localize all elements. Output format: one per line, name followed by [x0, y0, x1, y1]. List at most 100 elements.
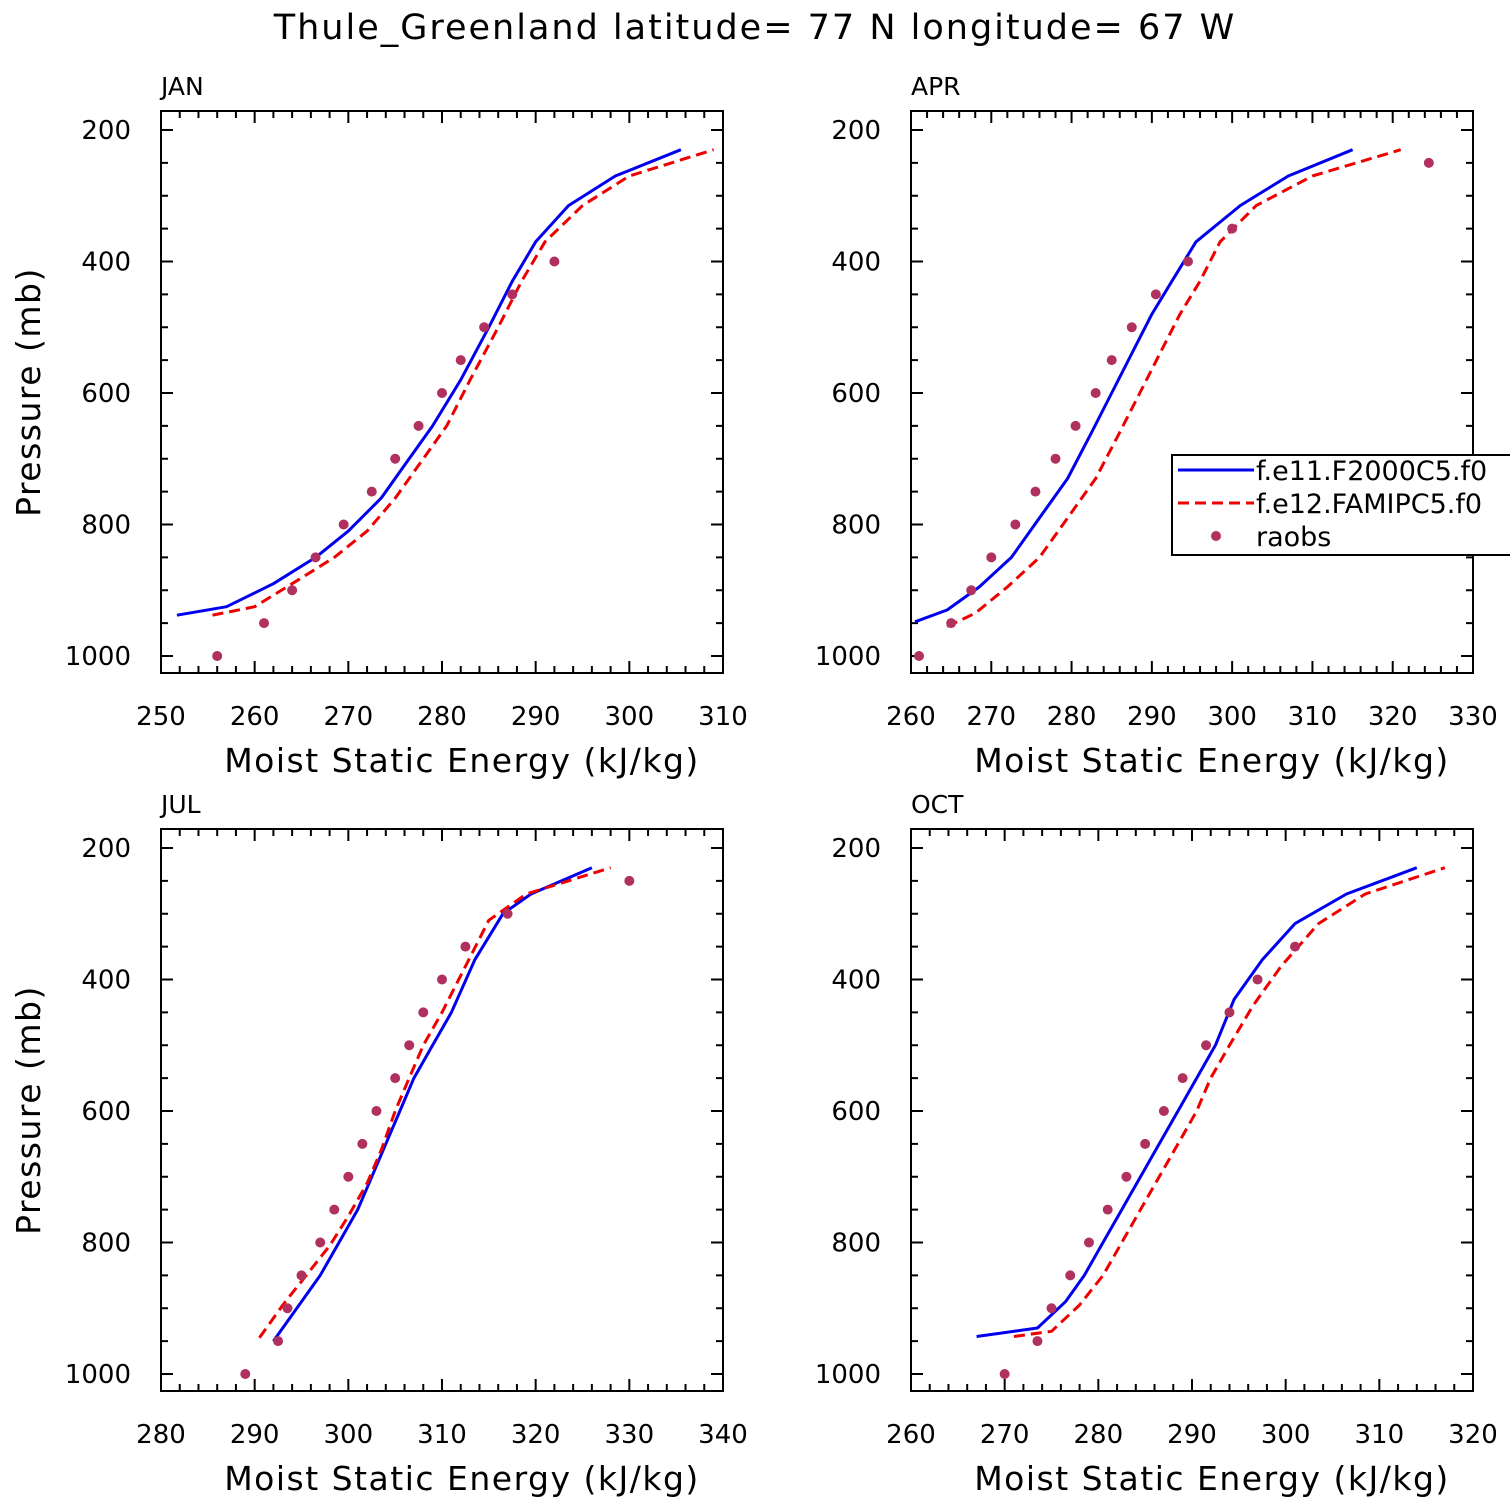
raobs-point — [357, 1138, 368, 1149]
x-tick-label: 250 — [136, 702, 186, 732]
legend-box — [1171, 454, 1510, 556]
raobs-point — [310, 552, 321, 563]
series-group — [976, 866, 1446, 1379]
raobs-point — [479, 322, 490, 333]
x-tick-label: 320 — [511, 1420, 561, 1450]
x-tick-label: 310 — [698, 702, 748, 732]
raobs-point — [287, 585, 298, 596]
raobs-point — [371, 1106, 382, 1116]
raobs-point — [1121, 1171, 1132, 1182]
raobs-point — [259, 618, 270, 629]
raobs-point — [1140, 1138, 1151, 1149]
x-tick-label: 260 — [886, 702, 936, 732]
raobs-point — [1150, 289, 1161, 300]
series-line-famip — [1013, 866, 1446, 1338]
y-tick-label: 200 — [831, 834, 881, 864]
raobs-point — [273, 1336, 284, 1347]
panel-oct: OCT 260 270 280 290 300 310 320 200 400 600 800 1000… — [815, 790, 1498, 1498]
x-tick-label: 300 — [324, 1420, 374, 1450]
raobs-point — [460, 941, 471, 952]
y-tick-label: 1000 — [815, 1360, 881, 1390]
raobs-point — [404, 1040, 415, 1051]
x-tick-label: 290 — [511, 702, 561, 732]
raobs-point — [296, 1270, 307, 1281]
raobs-point — [1032, 1336, 1043, 1347]
x-tick-label: 310 — [1288, 702, 1338, 732]
y-axis-label: Pressure (mb) — [9, 985, 48, 1235]
x-axis-label: Moist Static Energy (kJ/kg) — [224, 741, 700, 780]
raobs-point — [1090, 388, 1101, 398]
x-tick-label: 280 — [136, 1420, 186, 1450]
series-line-f2000 — [272, 866, 593, 1342]
y-tick-label: 600 — [81, 379, 131, 409]
y-tick-label: 1000 — [65, 642, 131, 672]
raobs-point — [418, 1007, 429, 1018]
x-tick-label: 330 — [605, 1420, 655, 1450]
panel-label: JUL — [159, 790, 201, 819]
raobs-point — [282, 1303, 293, 1314]
y-tick-label: 600 — [81, 1097, 131, 1127]
panel-jul: JUL 280 290 300 310 320 330 340 200 400 600 800 1000… — [9, 790, 748, 1498]
raobs-point — [1227, 223, 1238, 234]
raobs-point — [413, 420, 424, 431]
plot-frame — [160, 828, 724, 1392]
raobs-point — [1290, 941, 1301, 952]
raobs-point — [986, 552, 997, 563]
legend-label: f.e12.FAMIPC5.f0 — [1256, 489, 1482, 520]
raobs-point — [240, 1369, 251, 1379]
raobs-point — [507, 289, 518, 300]
x-tick-label: 260 — [230, 702, 280, 732]
x-tick-label: 310 — [417, 1420, 467, 1450]
series-line-famip — [946, 148, 1402, 628]
raobs-point — [212, 651, 223, 661]
series-line-f2000 — [176, 148, 682, 617]
y-tick-label: 800 — [831, 511, 881, 541]
y-tick-label: 800 — [831, 1229, 881, 1259]
y-tick-label: 1000 — [65, 1360, 131, 1390]
raobs-point — [315, 1237, 326, 1248]
raobs-point — [1182, 256, 1193, 267]
page-title: Thule_Greenland latitude= 77 N longitude… — [273, 8, 1237, 48]
panel-label: JAN — [159, 72, 204, 101]
series-group — [240, 866, 635, 1379]
raobs-point — [999, 1369, 1010, 1379]
x-tick-label: 260 — [886, 1420, 936, 1450]
raobs-point — [1030, 486, 1041, 497]
y-tick-label: 400 — [831, 248, 881, 278]
raobs-point — [1046, 1303, 1057, 1314]
raobs-point — [437, 974, 447, 985]
y-tick-label: 800 — [81, 511, 131, 541]
x-tick-label: 270 — [324, 702, 374, 732]
x-tick-label: 270 — [980, 1420, 1030, 1450]
y-tick-label: 200 — [831, 116, 881, 146]
panel-label: APR — [911, 72, 961, 101]
series-line-famip — [212, 148, 715, 617]
raobs-point — [1252, 974, 1263, 985]
x-axis-label: Moist Static Energy (kJ/kg) — [974, 1459, 1450, 1498]
raobs-point — [624, 875, 635, 886]
raobs-point — [338, 519, 349, 530]
x-tick-label: 330 — [1448, 702, 1498, 732]
raobs-point — [329, 1204, 340, 1215]
raobs-point — [1050, 453, 1061, 464]
legend-label: raobs — [1256, 522, 1331, 553]
raobs-point — [1070, 420, 1081, 431]
raobs-point — [1106, 355, 1117, 366]
x-tick-label: 290 — [1167, 1420, 1217, 1450]
raobs-point — [1126, 322, 1137, 333]
x-tick-label: 310 — [1355, 1420, 1405, 1450]
x-tick-label: 320 — [1448, 1420, 1498, 1450]
y-tick-label: 600 — [831, 379, 881, 409]
raobs-point — [390, 453, 401, 464]
series-line-f2000 — [914, 148, 1354, 624]
legend-marker-raobs — [1211, 531, 1221, 541]
raobs-point — [1083, 1237, 1094, 1248]
raobs-point — [914, 651, 925, 661]
y-tick-label: 200 — [81, 116, 131, 146]
raobs-point — [1201, 1040, 1212, 1051]
raobs-point — [366, 486, 377, 497]
raobs-point — [390, 1073, 401, 1084]
raobs-point — [455, 355, 466, 366]
raobs-point — [1158, 1106, 1169, 1116]
